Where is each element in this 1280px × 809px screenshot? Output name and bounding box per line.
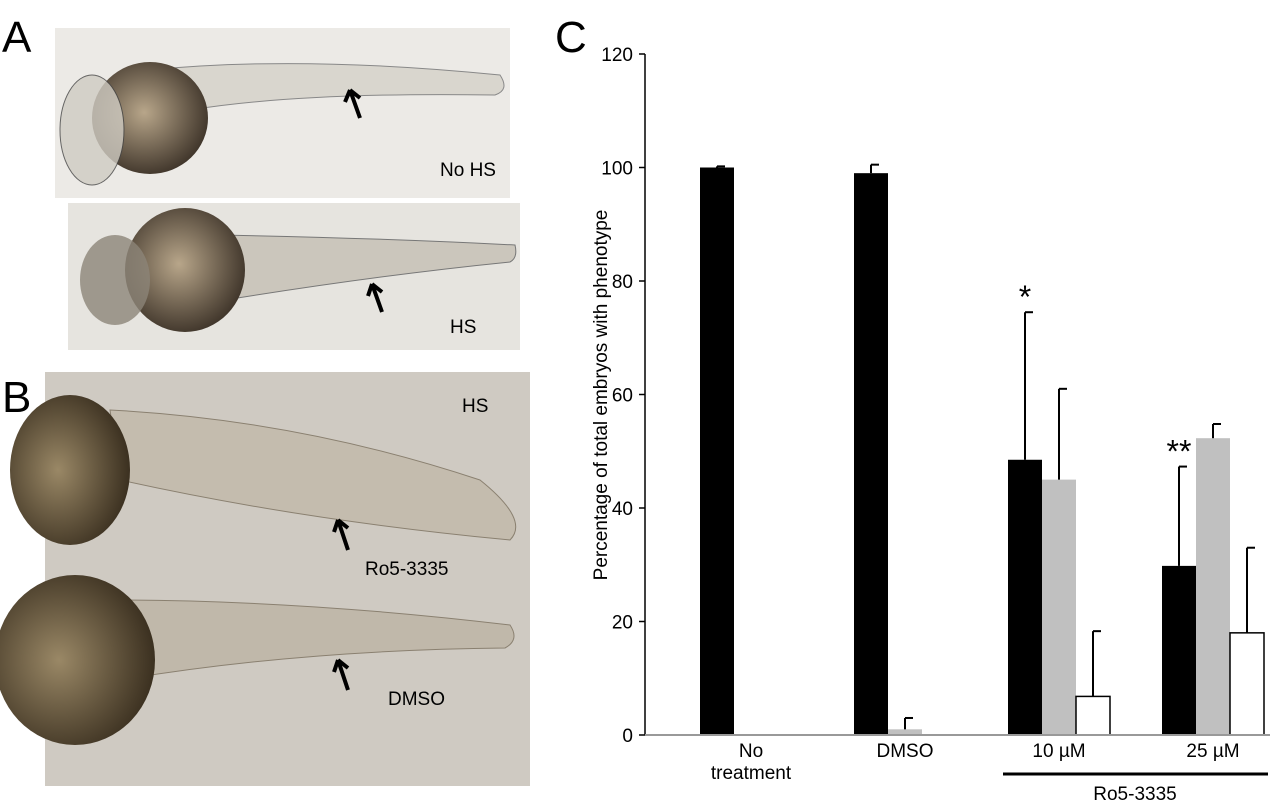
- panel-label: B: [2, 373, 31, 422]
- y-tick-label: 40: [612, 499, 633, 520]
- photo-label: HS: [462, 396, 488, 417]
- y-tick-label: 80: [612, 272, 633, 293]
- x-tick-label: 10 µM: [1032, 741, 1085, 762]
- photo-b: [0, 372, 530, 786]
- annotation: **: [1167, 434, 1192, 470]
- bar: [1008, 459, 1042, 735]
- y-tick-label: 20: [612, 613, 633, 634]
- photo-label: HS: [450, 317, 476, 338]
- panel-label: C: [555, 13, 587, 62]
- x-tick-label: 25 µM: [1186, 741, 1239, 762]
- y-tick-label: 120: [601, 45, 633, 66]
- y-tick-label: 0: [622, 726, 633, 747]
- x-tick-label: No treatment: [711, 741, 792, 784]
- photo-label: Ro5-3335: [365, 559, 448, 580]
- group-label: Ro5-3335: [1093, 784, 1176, 804]
- bar: [1196, 438, 1230, 735]
- bar: [700, 167, 734, 735]
- y-tick-label: 60: [612, 386, 633, 407]
- bar: [854, 173, 888, 736]
- bar: [1042, 479, 1076, 735]
- annotation: *: [1019, 279, 1031, 315]
- bar: [1162, 565, 1196, 735]
- bar: [888, 729, 922, 735]
- bar: [1075, 695, 1111, 736]
- photo-label: No HS: [440, 160, 496, 181]
- photo-a: [55, 28, 520, 350]
- x-tick-label: DMSO: [877, 741, 934, 762]
- panel-label: A: [2, 13, 32, 62]
- y-tick-label: 100: [601, 159, 633, 180]
- bar: [1229, 632, 1265, 736]
- y-axis-title: Percentage of total embryos with phenoty…: [591, 210, 612, 581]
- photo-label: DMSO: [388, 689, 445, 710]
